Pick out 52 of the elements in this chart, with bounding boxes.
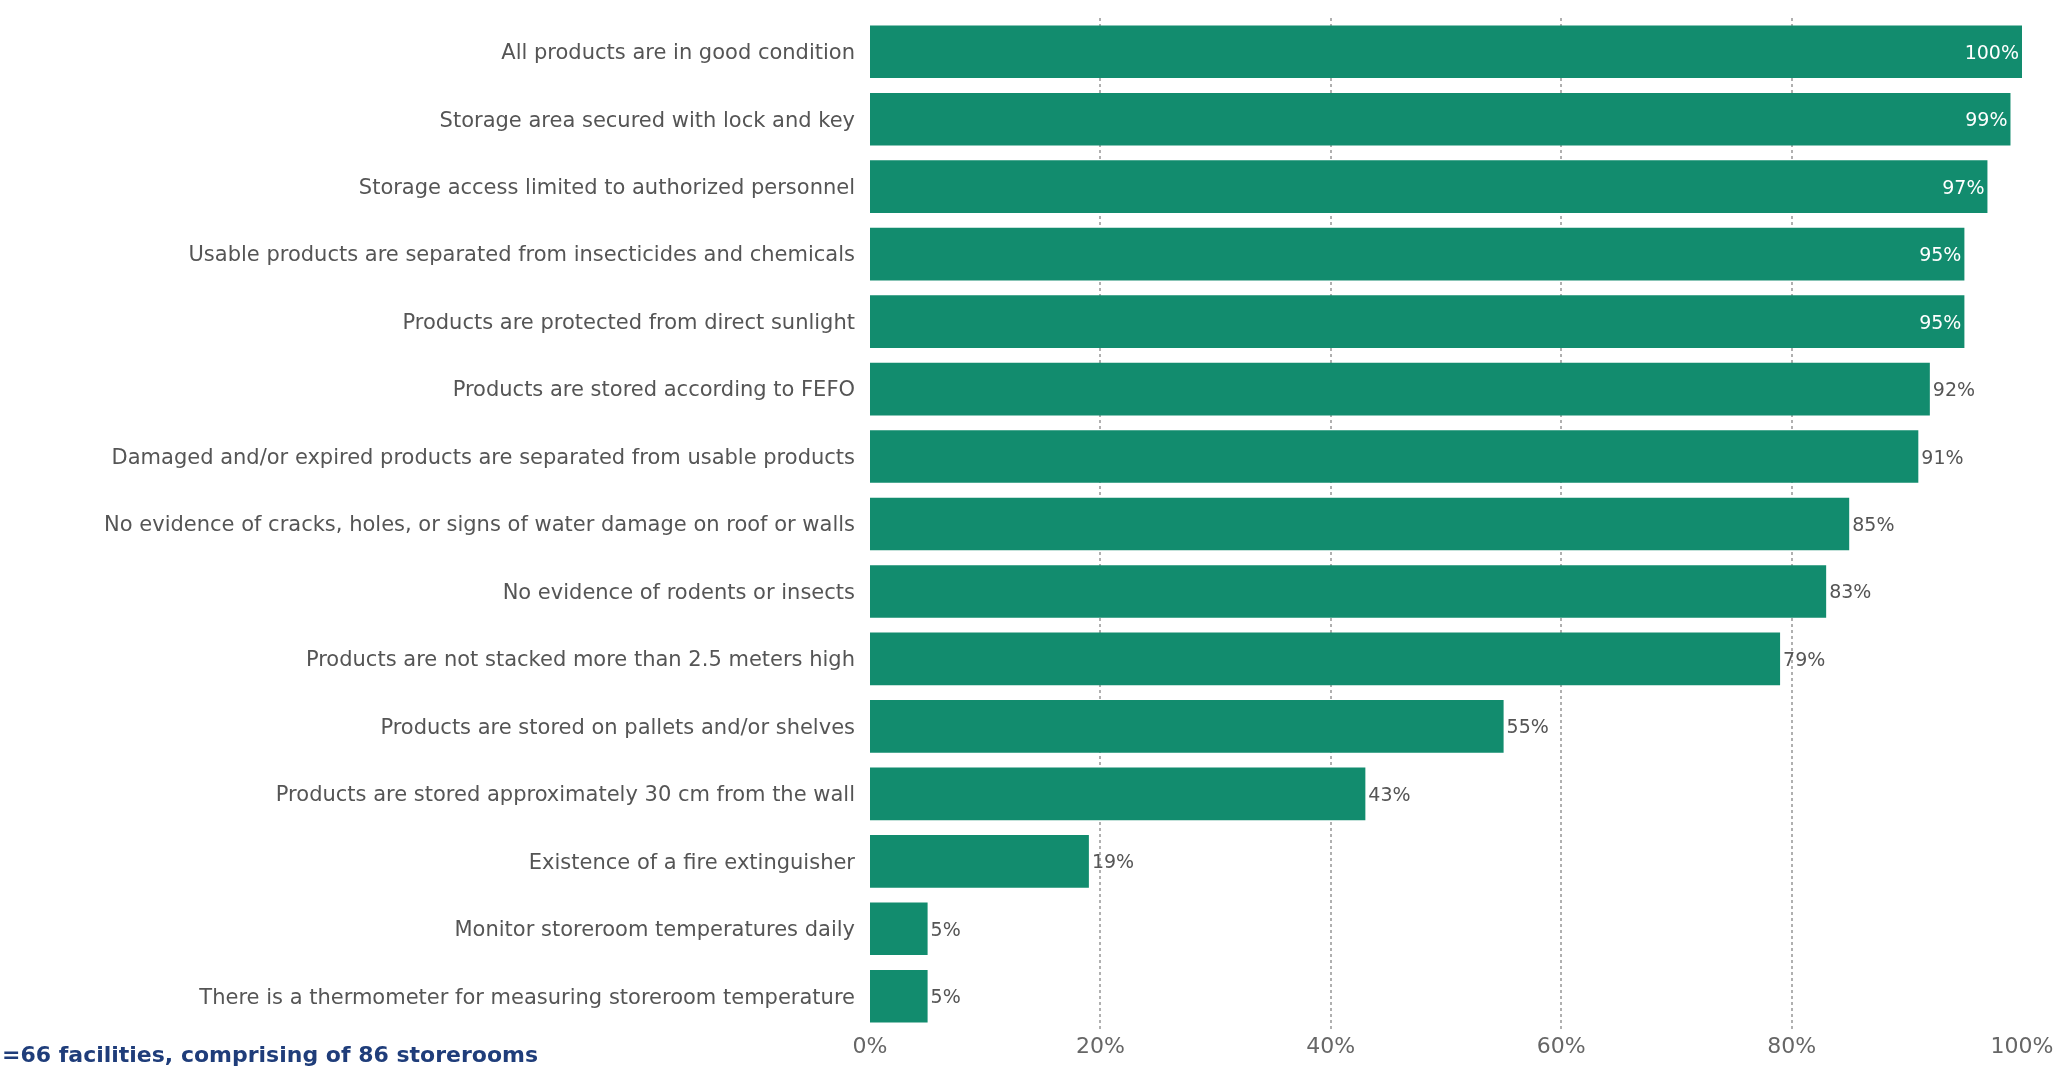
bar — [870, 767, 1366, 821]
data-label: 91% — [1921, 445, 1964, 468]
bar — [870, 565, 1827, 618]
x-tick-label: 0% — [852, 1033, 888, 1058]
bar — [870, 497, 1850, 551]
x-tick-label: 20% — [1075, 1033, 1125, 1058]
y-tick-label: Products are not stacked more than 2.5 meters high — [305, 647, 855, 672]
data-label: 97% — [1942, 175, 1985, 198]
y-tick-label: Products are stored approximately 30 cm from the wall — [275, 782, 855, 807]
y-tick-label: Storage access limited to authorized personnel — [358, 175, 855, 200]
y-tick-label: Monitor storeroom temperatures daily — [454, 917, 855, 942]
bar — [870, 902, 928, 956]
x-tick-label: 80% — [1767, 1033, 1817, 1058]
bar — [870, 160, 1988, 213]
y-tick-label: Existence of a fire extinguisher — [528, 849, 856, 874]
data-label: 19% — [1091, 850, 1135, 873]
data-label: 55% — [1506, 715, 1549, 738]
y-tick-label: No evidence of cracks, holes, or signs of water damage on roof or walls — [104, 512, 855, 537]
bar — [870, 835, 1089, 888]
x-tick-label: 60% — [1536, 1033, 1586, 1058]
data-label: 5% — [930, 917, 961, 940]
y-tick-label: Products are stored on pallets and/or shelves — [380, 714, 855, 739]
y-tick-label: Products are stored according to FEFO — [452, 377, 855, 402]
y-tick-label: Storage area secured with lock and key — [439, 107, 855, 132]
y-tick-label: Usable products are separated from insecticides and chemicals — [188, 242, 855, 267]
bar — [870, 295, 1965, 348]
data-label: 92% — [1932, 378, 1976, 401]
data-label: 79% — [1783, 647, 1826, 670]
y-tick-label: Damaged and/or expired products are separated from usable products — [111, 444, 855, 469]
data-label: 43% — [1368, 782, 1411, 805]
bar — [870, 430, 1919, 483]
bar — [870, 25, 2022, 79]
data-label: 5% — [930, 985, 961, 1008]
bar — [870, 632, 1781, 686]
bar — [870, 362, 1930, 416]
data-label: 95% — [1919, 310, 1962, 333]
data-label: 100% — [1964, 40, 2019, 63]
y-tick-label: All products are in good condition — [501, 40, 855, 65]
data-label: 95% — [1919, 243, 1962, 266]
text: =66 facilities, comprising of 86 storerooms — [2, 1042, 539, 1067]
bar — [870, 700, 1504, 753]
y-tick-label: Products are protected from direct sunlight — [402, 309, 855, 334]
x-tick-label: 100% — [1990, 1033, 2054, 1058]
bar — [870, 969, 928, 1023]
data-label: 85% — [1852, 513, 1895, 535]
bar — [870, 92, 2011, 146]
y-tick-label: There is a thermometer for measuring storeroom temperature — [198, 984, 855, 1009]
x-tick-label: 40% — [1306, 1033, 1356, 1058]
y-tick-label: No evidence of rodents or insects — [502, 579, 855, 604]
data-label: 99% — [1965, 108, 2008, 131]
data-label: 83% — [1829, 580, 1872, 603]
bar — [870, 227, 1965, 281]
